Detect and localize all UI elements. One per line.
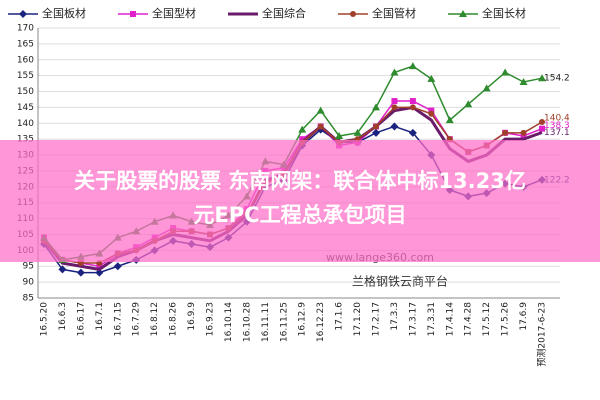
x-tick-label: 17.3.17 [408, 302, 418, 336]
x-tick-label: 16.7.1 [95, 302, 105, 331]
y-tick-label: 160 [17, 55, 34, 65]
point [520, 129, 527, 136]
point [482, 84, 491, 92]
x-tick-label: 17.2.17 [372, 302, 382, 336]
data-label: 140.4 [544, 114, 570, 124]
point [372, 128, 380, 137]
point [519, 78, 528, 85]
point [353, 128, 362, 136]
point [520, 133, 527, 139]
point [58, 265, 67, 274]
legend-marker [130, 11, 136, 17]
point [76, 268, 85, 277]
point [390, 68, 399, 76]
y-tick-label: 135 [17, 135, 34, 145]
point [539, 125, 545, 132]
point [427, 74, 436, 82]
x-tick-label: 16.8.12 [150, 302, 160, 336]
x-tick-label: 17.5.26 [501, 302, 511, 337]
y-tick-label: 85 [23, 294, 34, 304]
x-tick-label: 16.9.9 [187, 302, 197, 331]
banner-text: 元EPC工程总承包项目 [193, 203, 406, 227]
point [335, 132, 344, 139]
x-tick-label: 16.12.23 [316, 302, 326, 342]
point [428, 107, 435, 114]
point [113, 262, 122, 271]
x-tick-label: 16.10.14 [224, 302, 234, 342]
point [501, 68, 510, 76]
banner [0, 140, 600, 262]
legend-label: 全国板材 [42, 6, 86, 20]
point [298, 125, 307, 133]
legend-label: 全国型材 [152, 6, 196, 20]
data-label: 138.3 [544, 121, 570, 131]
point [538, 74, 546, 82]
y-tick-label: 90 [23, 278, 35, 288]
x-tick-label: 17.3.31 [427, 302, 437, 336]
point [408, 62, 417, 70]
x-tick-label: 16.7.15 [113, 302, 123, 336]
x-tick-label: 17.3.3 [390, 302, 400, 331]
x-tick-label: 16.6.3 [58, 302, 68, 331]
y-tick-label: 170 [17, 24, 34, 34]
y-tick-label: 150 [17, 87, 34, 97]
data-label: 137.1 [544, 128, 570, 138]
banner-text: 关于股票的股票 东南网架：联合体中标13.23亿 [74, 169, 526, 193]
x-tick-label: 16.6.17 [76, 302, 86, 336]
y-tick-label: 95 [23, 262, 34, 272]
x-tick-label: 17.4.28 [464, 302, 474, 337]
point [299, 136, 306, 143]
x-tick-label: 17.4.14 [445, 302, 455, 337]
x-tick-label: 17.1.6 [335, 302, 345, 331]
point [373, 123, 379, 130]
point [317, 123, 324, 130]
legend-label: 全国综合 [262, 6, 306, 20]
point [408, 128, 417, 137]
x-tick-label: 16.7.29 [132, 302, 142, 337]
y-tick-label: 145 [17, 103, 34, 113]
point [428, 110, 435, 117]
data-label: 154.2 [544, 74, 570, 84]
y-tick-label: 140 [17, 119, 34, 129]
point [316, 106, 325, 114]
point [390, 122, 399, 131]
point [409, 98, 416, 105]
x-tick-label: 16.11.11 [261, 302, 271, 342]
legend-marker [350, 11, 356, 17]
x-tick-label: 16.5.20 [40, 302, 50, 337]
x-tick-label: 16.10.28 [242, 302, 252, 342]
point [445, 116, 454, 124]
x-tick-label: 17.6.9 [519, 302, 529, 331]
point [372, 103, 380, 111]
legend-marker [459, 10, 467, 17]
point [409, 104, 416, 111]
x-tick-label: 16.11.25 [279, 302, 289, 342]
point [539, 119, 545, 126]
x-tick-label: 17.1.20 [353, 302, 363, 337]
legend-label: 全国长材 [482, 6, 526, 20]
y-tick-label: 155 [17, 71, 34, 81]
x-tick-label: 16.12.9 [298, 302, 308, 337]
x-tick-label: 预测2017-6-23 [537, 302, 548, 367]
watermark: 兰格钢铁云商平台 [352, 274, 448, 289]
point [316, 125, 325, 134]
x-tick-label: 16.8.26 [169, 302, 179, 337]
point [391, 98, 398, 105]
legend-marker [19, 10, 27, 18]
point [502, 129, 509, 136]
legend-label: 全国管材 [372, 6, 416, 20]
point [464, 100, 473, 108]
x-tick-label: 17.5.12 [482, 302, 492, 336]
x-tick-label: 16.9.23 [206, 302, 216, 336]
y-tick-label: 165 [17, 39, 34, 49]
point [96, 263, 103, 270]
point [391, 104, 398, 111]
